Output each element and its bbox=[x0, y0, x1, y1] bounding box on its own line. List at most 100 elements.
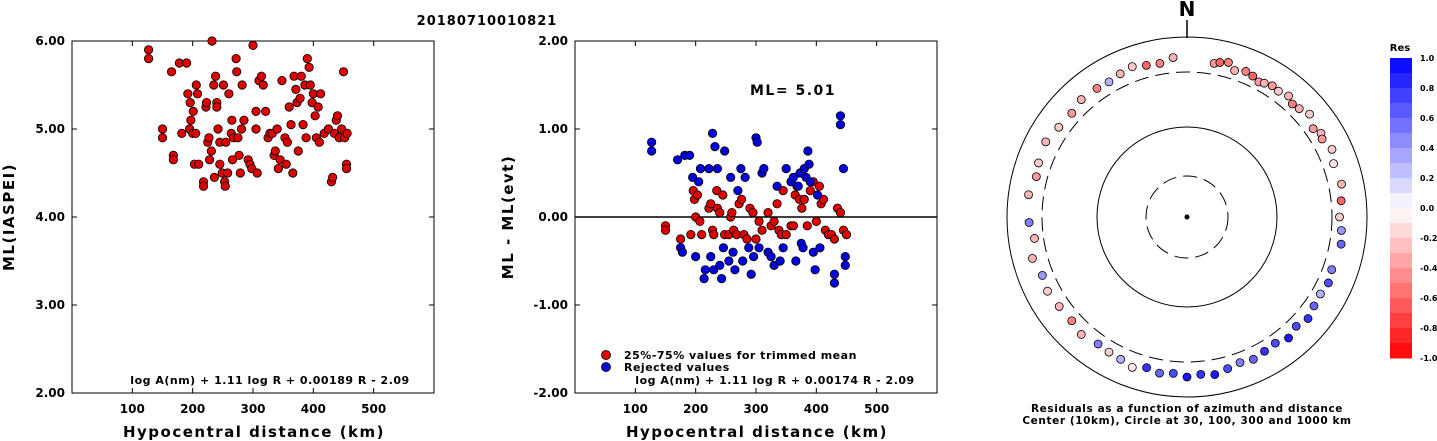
plot2-point bbox=[778, 243, 788, 253]
plot2-point bbox=[805, 186, 815, 196]
plot1-point bbox=[239, 115, 249, 125]
plot1-point bbox=[328, 172, 338, 182]
plot2-point bbox=[754, 216, 764, 226]
plot1-point bbox=[209, 80, 219, 90]
legend-marker-rejected bbox=[601, 362, 611, 372]
plot1-point bbox=[258, 80, 268, 90]
plot1-frame bbox=[71, 40, 435, 394]
plot1-point bbox=[233, 133, 243, 143]
colorbar-swatch bbox=[1390, 328, 1412, 344]
azimuth-point bbox=[1155, 368, 1164, 378]
plot2-point bbox=[672, 155, 683, 165]
plot1-point bbox=[270, 146, 280, 156]
caption-line-2: Center (10km), Circle at 30, 100, 300 an… bbox=[1022, 415, 1351, 427]
azimuth-point bbox=[1259, 78, 1269, 88]
plot1-point bbox=[298, 120, 308, 130]
azimuth-point bbox=[1323, 278, 1333, 288]
colorbar-swatch bbox=[1390, 298, 1412, 314]
colorbar-swatch bbox=[1390, 223, 1412, 239]
plot2-points bbox=[647, 111, 852, 288]
azimuth-point bbox=[1037, 271, 1047, 280]
plot2-point bbox=[748, 208, 758, 218]
plot2-point bbox=[727, 208, 737, 218]
plot1-point bbox=[191, 80, 201, 90]
plot2-point bbox=[804, 159, 814, 169]
azimuth-point bbox=[1104, 347, 1114, 357]
colorbar-tick-label: 0.2 bbox=[1420, 174, 1434, 183]
plot2-point bbox=[712, 164, 722, 174]
azimuth-point bbox=[1291, 321, 1301, 331]
plot2-point bbox=[717, 273, 727, 284]
colorbar-swatch bbox=[1390, 253, 1412, 269]
colorbar-swatch bbox=[1390, 133, 1412, 149]
plot2-point bbox=[733, 186, 743, 196]
azimuth-point bbox=[1223, 364, 1233, 374]
colorbar-tick-label: 0.8 bbox=[1420, 84, 1435, 93]
azimuth-point bbox=[1141, 60, 1151, 70]
plot2-point bbox=[752, 137, 762, 147]
plot1-point bbox=[213, 124, 223, 134]
colorbar-swatches bbox=[1390, 58, 1412, 359]
azimuth-point bbox=[1294, 104, 1304, 114]
plot2-point bbox=[736, 164, 746, 174]
plot1-point bbox=[277, 76, 287, 86]
plot2-point bbox=[802, 221, 812, 231]
plot2-point bbox=[840, 252, 850, 262]
plot1-point bbox=[194, 159, 204, 169]
plot1-point bbox=[223, 168, 233, 178]
colorbar-swatch bbox=[1390, 103, 1412, 119]
plot1-xtick-label: 500 bbox=[361, 402, 386, 416]
plot2-point bbox=[772, 181, 782, 191]
plot1-point bbox=[212, 102, 222, 112]
azimuth-point bbox=[1024, 218, 1034, 227]
plot2-point bbox=[841, 230, 852, 240]
plot2-point bbox=[798, 243, 808, 253]
azimuth-point bbox=[1284, 91, 1293, 101]
plot1-ytick-label: 6.00 bbox=[35, 34, 65, 48]
azimuth-point bbox=[1043, 286, 1052, 296]
plot2-point bbox=[769, 216, 779, 226]
azimuth-point bbox=[1031, 172, 1041, 182]
plot2-point bbox=[724, 256, 734, 266]
plot2-point bbox=[751, 234, 761, 244]
magnitude-vs-distance-plot: 100 200 300 400 500 2.00 3.00 4.00 5.00 6.00 log … bbox=[0, 34, 435, 441]
azimuth-point bbox=[1329, 159, 1338, 169]
azimuth-point bbox=[1168, 369, 1178, 378]
plot2-point bbox=[704, 164, 714, 174]
plot1-point bbox=[227, 115, 237, 125]
azimuth-point bbox=[1287, 99, 1297, 109]
plot1-point bbox=[261, 106, 271, 117]
plot1-point bbox=[248, 40, 258, 51]
plot2-point bbox=[835, 120, 846, 130]
plot1-ytick-label: 4.00 bbox=[35, 210, 65, 224]
azimuth-point bbox=[1327, 265, 1337, 275]
colorbar-tick-label: 0.0 bbox=[1420, 204, 1435, 213]
azimuth-point bbox=[1210, 370, 1220, 379]
plot2-point bbox=[746, 269, 756, 279]
plot2-point bbox=[726, 172, 736, 182]
plot2-point bbox=[829, 234, 840, 244]
plot1-point bbox=[206, 146, 216, 156]
colorbar-swatch bbox=[1390, 313, 1412, 329]
plot2-point bbox=[810, 265, 820, 275]
plot2-point bbox=[718, 243, 729, 253]
epicenter-dot bbox=[1184, 214, 1190, 220]
ring-1000km bbox=[1006, 36, 1368, 398]
plot2-ytick-label: 1.00 bbox=[538, 122, 568, 136]
azimuth-point bbox=[1155, 58, 1165, 68]
colorbar-tick-label: -0.2 bbox=[1420, 234, 1437, 243]
ring-300km bbox=[1041, 71, 1333, 363]
plot2-point bbox=[788, 221, 799, 231]
plot2-point bbox=[781, 164, 791, 174]
plot1-point bbox=[220, 181, 230, 191]
plot1-point bbox=[198, 181, 209, 191]
plot1-point bbox=[251, 106, 261, 117]
figure-title: 20180710010821 bbox=[417, 14, 558, 29]
colorbar-ticks: 1.0 0.8 0.6 0.4 0.2 0.0 -0.2 -0.4 -0.6 -0.8 -1.0 bbox=[1420, 54, 1437, 363]
azimuth-point bbox=[1308, 124, 1318, 134]
plot1-point bbox=[182, 58, 192, 68]
plot1-point bbox=[232, 67, 242, 77]
colorbar-tick-label: 0.4 bbox=[1420, 144, 1435, 153]
azimuth-point bbox=[1092, 83, 1102, 93]
plot1-ytick-label: 2.00 bbox=[35, 386, 65, 400]
